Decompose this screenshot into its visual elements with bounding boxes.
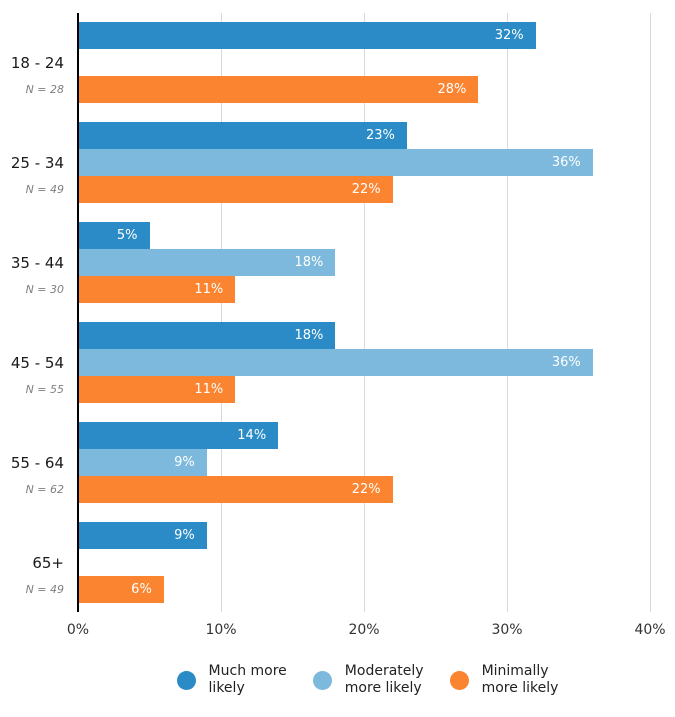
category-labels: 55 - 64 N = 62 xyxy=(0,422,64,503)
gridline xyxy=(650,13,651,612)
bar-value-label: 36% xyxy=(551,155,581,170)
bar-slot: 28% xyxy=(78,76,650,103)
bar-much-more-likely: 5% xyxy=(78,222,150,249)
bar-slot: 36% xyxy=(78,349,650,376)
category-label: 35 - 44 xyxy=(10,253,64,272)
legend-label: Much more likely xyxy=(208,663,287,696)
category-label: 18 - 24 xyxy=(10,53,64,72)
bar-value-label: 32% xyxy=(494,28,524,43)
bar-value-label: 14% xyxy=(237,428,267,443)
sample-size-label: N = 62 xyxy=(25,483,64,496)
category-labels: 25 - 34 N = 49 xyxy=(0,122,64,203)
legend-item-moderately-more-likely: Moderately more likely xyxy=(312,663,424,697)
bar-slot xyxy=(78,49,650,76)
bar-slot: 18% xyxy=(78,249,650,276)
bar-slot: 18% xyxy=(78,322,650,349)
y-axis-line xyxy=(77,13,79,612)
bar-minimally-more-likely: 11% xyxy=(78,376,236,403)
bar-much-more-likely: 23% xyxy=(78,122,407,149)
bar-slot: 36% xyxy=(78,149,650,176)
bar-minimally-more-likely: 22% xyxy=(78,176,393,203)
bar-value-label: 9% xyxy=(174,528,195,543)
x-axis-tick-label: 0% xyxy=(66,622,90,638)
bar-slot: 23% xyxy=(78,122,650,149)
category-group: 55 - 64 N = 62 14% 9% 22% xyxy=(11,422,650,503)
bar-slot: 9% xyxy=(78,449,650,476)
bar-slot: 22% xyxy=(78,176,650,203)
x-axis-tick-label: 30% xyxy=(491,622,523,638)
category-label: 25 - 34 xyxy=(10,153,64,172)
bar-slot: 9% xyxy=(78,522,650,549)
category-label: 65+ xyxy=(32,553,64,572)
bar-value-label: 6% xyxy=(131,582,152,597)
sample-size-label: N = 28 xyxy=(25,83,64,96)
legend-swatch-icon xyxy=(449,670,469,690)
sample-size-label: N = 49 xyxy=(25,583,64,596)
bar-much-more-likely: 18% xyxy=(78,322,336,349)
bar-much-more-likely: 32% xyxy=(78,22,536,49)
legend-swatch-icon xyxy=(176,670,196,690)
gridline xyxy=(221,13,222,612)
bar-minimally-more-likely: 28% xyxy=(78,76,479,103)
bar-slot: 22% xyxy=(78,476,650,503)
bar-moderately-more-likely: 36% xyxy=(78,349,593,376)
bar-much-more-likely: 14% xyxy=(78,422,279,449)
bar-slot: 11% xyxy=(78,376,650,403)
bar-value-label: 11% xyxy=(194,382,224,397)
bar-value-label: 36% xyxy=(551,355,581,370)
bar-value-label: 18% xyxy=(294,255,324,270)
bar-slot xyxy=(78,549,650,576)
legend-label: Minimally more likely xyxy=(481,663,559,696)
bar-value-label: 18% xyxy=(294,328,324,343)
category-label: 55 - 64 xyxy=(10,453,64,472)
bar-value-label: 9% xyxy=(174,455,195,470)
legend-swatch-icon xyxy=(312,670,332,690)
bar-value-label: 22% xyxy=(351,182,381,197)
legend-item-much-more-likely: Much more likely xyxy=(176,663,287,697)
category-labels: 18 - 24 N = 28 xyxy=(0,22,64,103)
bar-minimally-more-likely: 6% xyxy=(78,576,164,603)
bar-moderately-more-likely: 9% xyxy=(78,449,207,476)
bar-slot: 11% xyxy=(78,276,650,303)
category-group: 18 - 24 N = 28 32% 28% xyxy=(11,22,650,103)
category-group: 25 - 34 N = 49 23% 36% 22% xyxy=(11,122,650,203)
bar-minimally-more-likely: 22% xyxy=(78,476,393,503)
bar-value-label: 23% xyxy=(365,128,395,143)
bar-slot: 32% xyxy=(78,22,650,49)
category-group: 45 - 54 N = 55 18% 36% 11% xyxy=(11,322,650,403)
gridline xyxy=(507,13,508,612)
x-axis: 0% 10% 20% 30% 40% xyxy=(67,620,666,642)
bar-groups: 18 - 24 N = 28 32% 28% 25 - 34 N = 49 23% 36% 22… xyxy=(11,13,650,612)
bar-slot: 6% xyxy=(78,576,650,603)
sample-size-label: N = 49 xyxy=(25,183,64,196)
x-axis-tick-label: 10% xyxy=(205,622,237,638)
bar-moderately-more-likely: 18% xyxy=(78,249,336,276)
sample-size-label: N = 30 xyxy=(25,283,64,296)
bar-slot: 14% xyxy=(78,422,650,449)
x-axis-tick-label: 20% xyxy=(348,622,380,638)
bar-value-label: 11% xyxy=(194,282,224,297)
legend-label: Moderately more likely xyxy=(344,663,424,696)
category-labels: 65+ N = 49 xyxy=(0,522,64,603)
category-group: 65+ N = 49 9% 6% xyxy=(26,522,650,603)
legend: Much more likely Moderately more likely Mi… xyxy=(0,663,675,697)
bar-value-label: 22% xyxy=(351,482,381,497)
plot-area: 18 - 24 N = 28 32% 28% 25 - 34 N = 49 23% 36% 22… xyxy=(11,13,651,612)
sample-size-label: N = 55 xyxy=(25,383,64,396)
bar-value-label: 5% xyxy=(116,228,138,243)
gridline xyxy=(364,13,365,612)
bar-value-label: 28% xyxy=(437,82,467,97)
bar-much-more-likely: 9% xyxy=(78,522,207,549)
category-group: 35 - 44 N = 30 5% 18% 11% xyxy=(11,222,650,303)
bar-moderately-more-likely: 36% xyxy=(78,149,593,176)
category-labels: 35 - 44 N = 30 xyxy=(0,222,64,303)
bar-minimally-more-likely: 11% xyxy=(78,276,236,303)
legend-item-minimally-more-likely: Minimally more likely xyxy=(449,663,559,697)
category-label: 45 - 54 xyxy=(10,353,64,372)
x-axis-tick-label: 40% xyxy=(634,622,666,638)
bar-slot: 5% xyxy=(78,222,650,249)
category-labels: 45 - 54 N = 55 xyxy=(0,322,64,403)
